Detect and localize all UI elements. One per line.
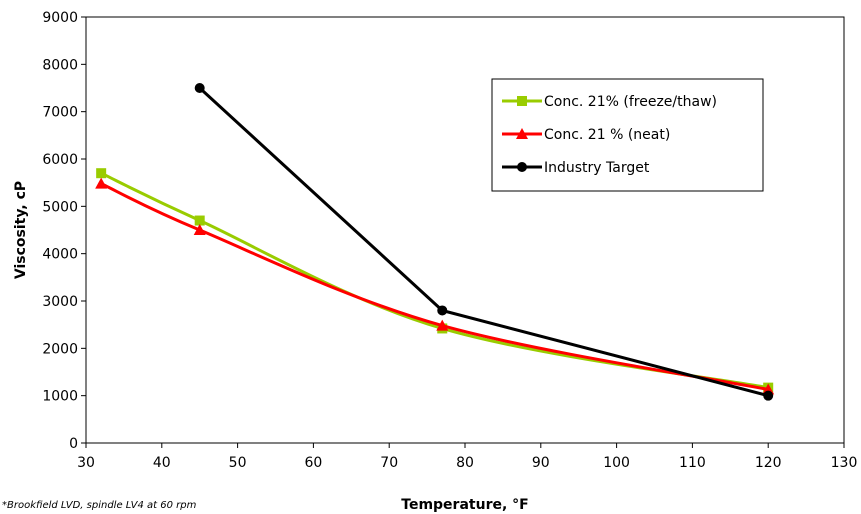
y-tick-label: 1000 bbox=[42, 389, 78, 405]
y-tick-label: 6000 bbox=[42, 152, 78, 168]
x-tick-label: 100 bbox=[603, 455, 630, 471]
series-2 bbox=[95, 177, 775, 395]
data-point bbox=[763, 390, 774, 401]
legend-entry-label: Conc. 21 % (neat) bbox=[544, 127, 670, 143]
y-tick-label: 3000 bbox=[42, 294, 78, 310]
data-point bbox=[436, 319, 449, 331]
y-tick-label: 7000 bbox=[42, 105, 78, 121]
x-tick-label: 130 bbox=[831, 455, 858, 471]
x-tick-label: 80 bbox=[456, 455, 474, 471]
x-tick-label: 60 bbox=[304, 455, 322, 471]
series-1 bbox=[96, 168, 774, 393]
legend-swatch-marker bbox=[517, 162, 527, 172]
y-tick-label: 0 bbox=[69, 436, 78, 452]
data-point bbox=[437, 305, 448, 316]
y-tick-label: 5000 bbox=[42, 199, 78, 215]
legend: Conc. 21% (freeze/thaw) Conc. 21 % (neat)… bbox=[491, 78, 764, 192]
data-point bbox=[193, 224, 206, 235]
legend-entry-label: Industry Target bbox=[544, 160, 650, 176]
x-tick-label: 120 bbox=[755, 455, 782, 471]
data-point bbox=[96, 168, 107, 179]
data-point bbox=[194, 215, 205, 226]
y-tick-label: 2000 bbox=[42, 341, 78, 357]
x-axis-title: Temperature, °F bbox=[401, 497, 528, 513]
x-tick-label: 50 bbox=[229, 455, 247, 471]
x-tick-label: 40 bbox=[153, 455, 171, 471]
x-tick-label: 70 bbox=[380, 455, 398, 471]
y-tick-label: 8000 bbox=[42, 57, 78, 73]
x-tick-label: 90 bbox=[532, 455, 550, 471]
legend-swatch-marker bbox=[517, 96, 527, 106]
series-line bbox=[100, 171, 769, 390]
data-point bbox=[95, 177, 108, 189]
y-axis-title: Viscosity, cP bbox=[13, 181, 29, 279]
x-tick-label: 110 bbox=[679, 455, 706, 471]
data-point bbox=[194, 83, 205, 93]
legend-swatch-marker bbox=[516, 128, 528, 139]
footnote: *Brookfield LVD, spindle LV4 at 60 rpm bbox=[2, 500, 197, 511]
y-tick-label: 9000 bbox=[42, 10, 78, 26]
y-tick-label: 4000 bbox=[42, 247, 78, 263]
series-line bbox=[100, 182, 769, 391]
legend-entry-label: Conc. 21% (freeze/thaw) bbox=[544, 94, 717, 110]
x-tick-label: 30 bbox=[77, 455, 95, 471]
series-3 bbox=[194, 83, 774, 401]
series-layer bbox=[95, 83, 775, 401]
axes: 0 1000 2000 3000 4000 5000 6000 7000 8000 9000 30 4… bbox=[42, 10, 857, 471]
